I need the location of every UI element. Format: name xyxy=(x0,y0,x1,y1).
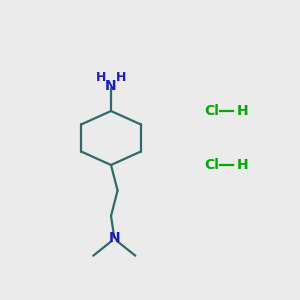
Text: N: N xyxy=(109,231,120,245)
Text: Cl: Cl xyxy=(204,104,219,118)
Text: H: H xyxy=(236,158,248,172)
Text: H: H xyxy=(236,104,248,118)
Text: H: H xyxy=(96,70,106,84)
Text: N: N xyxy=(105,79,117,93)
Text: Cl: Cl xyxy=(204,158,219,172)
Text: H: H xyxy=(116,70,126,84)
